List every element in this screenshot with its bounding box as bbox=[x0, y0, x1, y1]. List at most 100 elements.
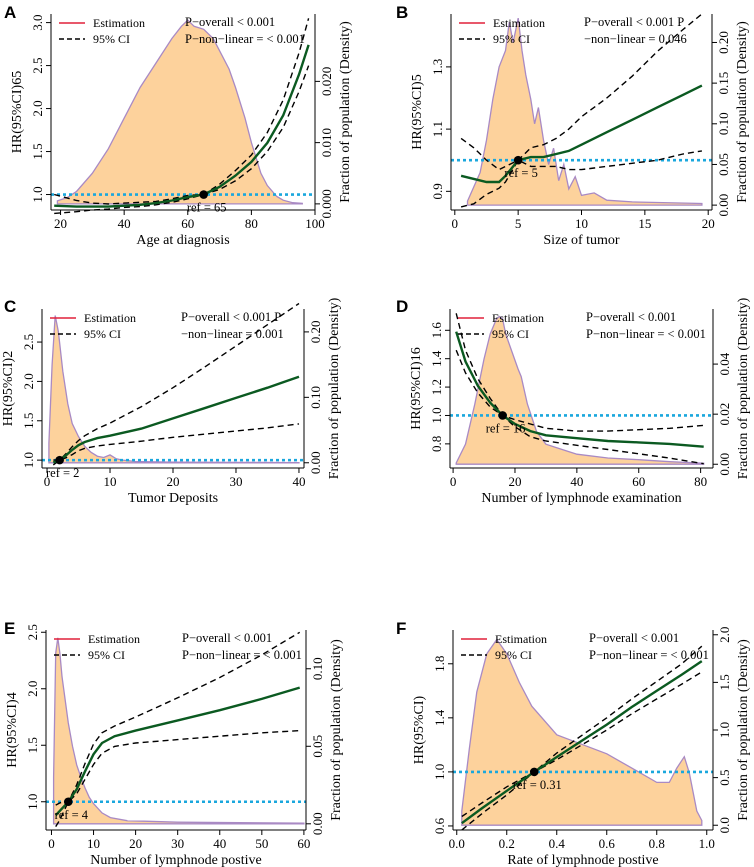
y-tick-label: 2.0 bbox=[21, 373, 36, 389]
y2-tick-label: 0.15 bbox=[716, 72, 731, 95]
p-nonlinear-text: −non−linear = 0.046 bbox=[584, 32, 687, 46]
legend-ci-label: 95% CI bbox=[84, 327, 121, 341]
x-tick-label: 0 bbox=[44, 474, 51, 489]
y-tick-label: 1.2 bbox=[429, 379, 444, 395]
density-area bbox=[52, 637, 305, 825]
y-axis-label: HR(95%CI)5 bbox=[410, 74, 425, 149]
x-tick-label: 0 bbox=[450, 474, 457, 489]
legend-ci-label: 95% CI bbox=[495, 648, 532, 662]
y-tick-label: 1.4 bbox=[432, 709, 447, 726]
density-area bbox=[455, 315, 705, 465]
panel-d: ref = 16 0 20 40 60 80 0.8 1.0 1.2 1.4 1.6 0.00 0.02… bbox=[396, 297, 751, 506]
density-axis-label: Fraction of population (Density) bbox=[327, 297, 342, 479]
y-tick-label: 2.0 bbox=[25, 681, 40, 697]
x-tick-label: 20 bbox=[702, 216, 715, 231]
reference-point bbox=[529, 767, 539, 777]
y-tick-label: 1.0 bbox=[25, 794, 40, 810]
estimation-line bbox=[54, 44, 310, 208]
ci-lower-line bbox=[54, 65, 310, 215]
y-tick-label: 0.6 bbox=[432, 817, 447, 834]
x-tick-label: 10 bbox=[575, 216, 588, 231]
estimation-line bbox=[461, 660, 703, 825]
density-axis-label: Fraction of population (Density) bbox=[338, 21, 353, 203]
y-tick-label: 2.0 bbox=[30, 100, 45, 116]
x-tick-label: 1.0 bbox=[699, 836, 715, 851]
y2-tick-label: 0.10 bbox=[308, 386, 323, 409]
panel-a: ref = 65 20 40 60 80 100 1.0 1.5 2.0 2.5 3.0 0.000 0… bbox=[4, 3, 353, 248]
ci-upper-line bbox=[55, 631, 301, 806]
p-nonlinear-text: P−non−linear = < 0.001 bbox=[182, 648, 302, 662]
x-tick-label: 60 bbox=[632, 474, 645, 489]
ref-label: ref = 2 bbox=[46, 466, 79, 480]
reference-point bbox=[513, 155, 523, 165]
y2-tick-label: 0.04 bbox=[717, 352, 732, 375]
estimation-line bbox=[52, 375, 300, 464]
density-axis-label: Fraction of population (Density) bbox=[329, 639, 344, 821]
ci-lower-line bbox=[461, 671, 703, 831]
y-axis-label: HR(95%CI)2 bbox=[1, 351, 16, 426]
density-axis-label: Fraction of population (Density) bbox=[736, 639, 751, 821]
reference-point bbox=[63, 797, 73, 807]
y-axis-label: HR(95%CI)16 bbox=[409, 347, 424, 429]
y-tick-label: 2.5 bbox=[25, 624, 40, 640]
y-tick-label: 0.9 bbox=[430, 183, 445, 199]
x-tick-label: 40 bbox=[213, 836, 226, 851]
x-tick-label: 0.6 bbox=[599, 836, 616, 851]
panel-letter: B bbox=[396, 3, 408, 22]
x-axis-label: Rate of lymphnode postive bbox=[507, 853, 658, 867]
y-tick-label: 1.5 bbox=[25, 737, 40, 753]
p-nonlinear-text: P−non−linear = < 0.001 bbox=[589, 648, 709, 662]
p-nonlinear-text: P−non−linear = < 0.001 bbox=[586, 327, 706, 341]
legend-estimation-label: Estimation bbox=[492, 311, 544, 325]
ci-lower-line bbox=[460, 150, 703, 208]
x-axis-label: Number of lymphnode postive bbox=[90, 853, 261, 867]
x-tick-label: 40 bbox=[118, 216, 131, 231]
ref-label: ref = 5 bbox=[504, 166, 537, 180]
y-tick-label: 0.8 bbox=[429, 436, 444, 452]
ref-label: ref = 4 bbox=[55, 808, 89, 822]
x-tick-label: 80 bbox=[694, 474, 707, 489]
panel-letter: D bbox=[396, 297, 408, 316]
y-tick-label: 1.5 bbox=[30, 143, 45, 159]
y2-tick-label: 0.010 bbox=[319, 128, 334, 157]
panel-b: ref = 5 0 5 10 15 20 0.9 1.1 1.3 0.00 0.05 0.10 0.15… bbox=[396, 3, 750, 248]
y-tick-label: 1.5 bbox=[21, 413, 36, 429]
estimation-line bbox=[54, 686, 301, 817]
ci-upper-line bbox=[460, 13, 703, 171]
reference-point bbox=[498, 411, 507, 420]
p-overall-text: P−overall < 0.001 P bbox=[181, 310, 281, 324]
y-tick-label: 1.0 bbox=[30, 186, 45, 202]
panel-e: ref = 40 10 20 30 40 50 60 1.0 1.5 2.0 2.5 0.00 0.05… bbox=[4, 619, 344, 867]
legend-ci-label: 95% CI bbox=[88, 648, 125, 662]
y2-tick-label: 0.05 bbox=[716, 153, 731, 176]
density-axis-label: Fraction of population (Density) bbox=[735, 21, 750, 203]
estimation-line bbox=[455, 331, 704, 448]
y2-tick-label: 0.00 bbox=[716, 194, 731, 217]
density-area bbox=[56, 19, 303, 205]
panel-letter: E bbox=[4, 619, 15, 638]
y-tick-label: 1.0 bbox=[21, 452, 36, 468]
ref-label: ref = 16 bbox=[486, 421, 526, 435]
x-tick-label: 5 bbox=[515, 216, 522, 231]
x-tick-label: 20 bbox=[508, 474, 521, 489]
y-tick-label: 1.1 bbox=[430, 121, 445, 137]
x-tick-label: 40 bbox=[292, 474, 305, 489]
y-tick-label: 2.5 bbox=[30, 57, 45, 73]
y-tick-label: 3.0 bbox=[30, 14, 45, 30]
y-axis-label: HR(95%CI)4 bbox=[5, 692, 20, 767]
y2-tick-label: 0.0 bbox=[717, 817, 732, 833]
p-overall-text: P−overall < 0.001 bbox=[589, 631, 679, 645]
x-tick-label: 0.4 bbox=[549, 836, 566, 851]
x-tick-label: 0.8 bbox=[649, 836, 665, 851]
y2-tick-label: 2.0 bbox=[717, 627, 732, 643]
ci-lower-line bbox=[55, 729, 300, 827]
x-tick-label: 40 bbox=[570, 474, 583, 489]
x-tick-label: 60 bbox=[181, 216, 194, 231]
p-overall-text: P−overall < 0.001 bbox=[586, 310, 676, 324]
ci-upper-line bbox=[54, 18, 310, 205]
density-axis-label: Fraction of population (Density) bbox=[736, 297, 751, 479]
y-tick-label: 1.8 bbox=[432, 656, 447, 672]
y-tick-label: 1.3 bbox=[430, 59, 445, 75]
y2-tick-label: 0.10 bbox=[716, 112, 731, 135]
